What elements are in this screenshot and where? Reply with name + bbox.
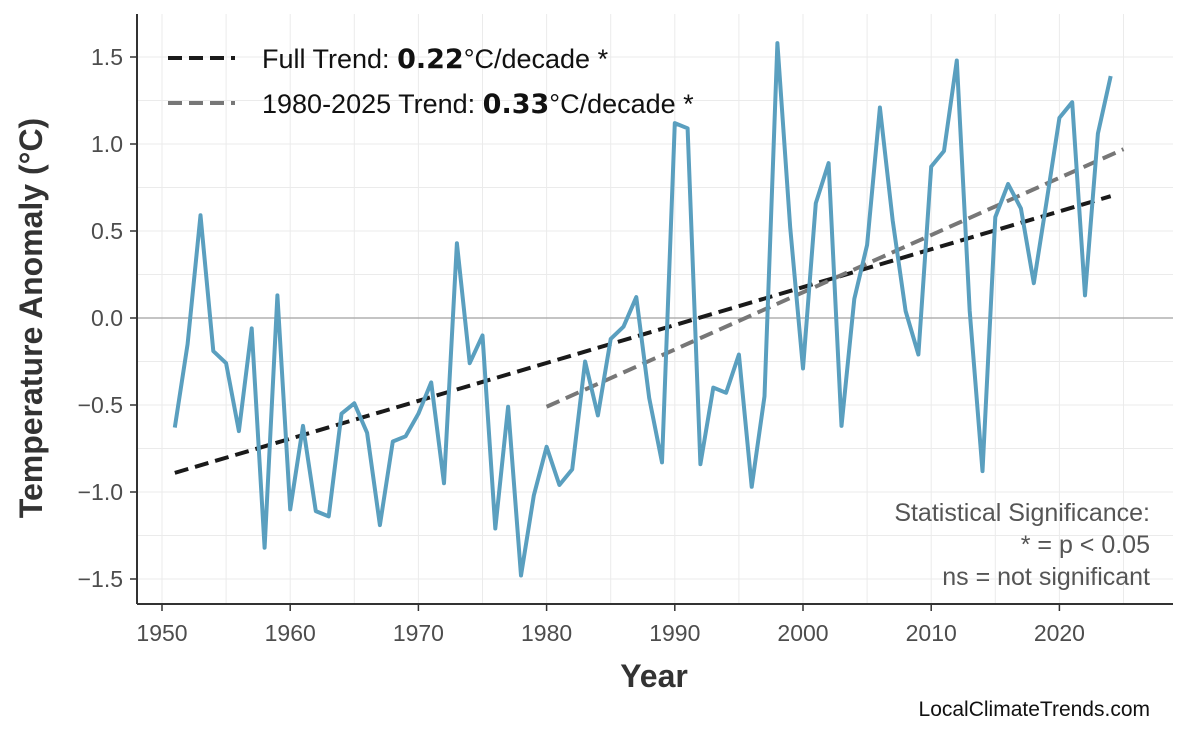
y-tick-label: 1.5 xyxy=(91,44,123,70)
legend: Full Trend: 0.22°C/decade * 1980-2025 Tr… xyxy=(168,44,694,120)
x-axis-label: Year xyxy=(620,658,688,694)
anomaly-series-line xyxy=(172,41,1113,578)
annotation-line: Statistical Significance: xyxy=(894,499,1150,527)
x-tick-label: 1970 xyxy=(393,620,444,646)
x-tick-label: 2010 xyxy=(906,620,957,646)
x-tick-label: 2000 xyxy=(777,620,828,646)
y-tick-label: 0.5 xyxy=(91,218,123,244)
ticks: 1950 1960 1970 1980 1990 2000 2010 2020 −1.5 −1.0… xyxy=(78,44,1085,646)
y-tick-label: 0.0 xyxy=(91,305,123,331)
x-tick-label: 2020 xyxy=(1034,620,1085,646)
y-tick-label: −1.5 xyxy=(78,566,123,592)
legend-label-full: Full Trend: 0.22°C/decade * xyxy=(262,44,609,75)
trend-lines xyxy=(174,147,1125,475)
annotation-line: * = p < 0.05 xyxy=(1021,531,1150,559)
annotation-line: ns = not significant xyxy=(942,563,1150,591)
y-tick-label: −0.5 xyxy=(78,392,123,418)
significance-annotation: Statistical Significance: * = p < 0.05 n… xyxy=(894,499,1150,591)
y-tick-label: −1.0 xyxy=(78,479,123,505)
y-tick-label: 1.0 xyxy=(91,131,123,157)
x-tick-label: 1950 xyxy=(136,620,187,646)
x-tick-label: 1990 xyxy=(649,620,700,646)
y-axis-label: Temperature Anomaly (°C) xyxy=(13,118,49,518)
watermark: LocalClimateTrends.com xyxy=(919,698,1150,721)
legend-label-1980: 1980-2025 Trend: 0.33°C/decade * xyxy=(262,89,694,120)
x-tick-label: 1960 xyxy=(265,620,316,646)
x-tick-label: 1980 xyxy=(521,620,572,646)
